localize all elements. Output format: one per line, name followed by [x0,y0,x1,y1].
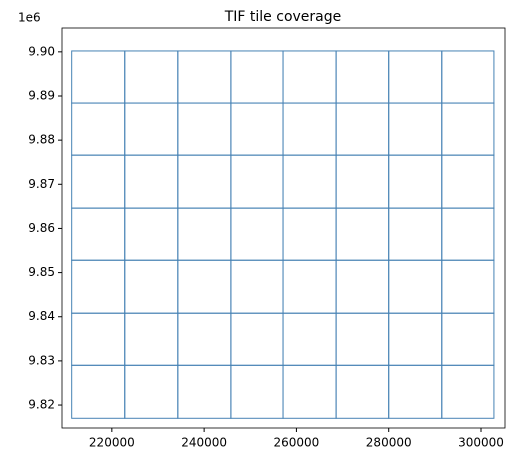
tile [282,259,337,314]
tile [388,102,443,156]
tile [282,50,337,104]
y-tick-label: 9.83 [28,353,55,367]
tile [71,102,126,156]
x-tick-label: 260000 [274,436,320,450]
tile [124,364,179,419]
tile [124,312,179,366]
tile [230,364,284,419]
tile [335,312,390,366]
tile [282,364,337,419]
tile [388,312,443,366]
tile [441,154,495,209]
tile [71,207,126,261]
tile [335,259,390,314]
tile [230,50,284,104]
tile [71,154,126,209]
tile [388,207,443,261]
tile [335,154,390,209]
tile [282,102,337,156]
tile [282,312,337,366]
tile [230,207,284,261]
tile [230,259,284,314]
tile [230,154,284,209]
tile [282,207,337,261]
tile [388,259,443,314]
tile [177,102,232,156]
y-tick-label: 9.86 [28,221,55,235]
x-tick-label: 280000 [366,436,412,450]
tile [71,312,126,366]
tile [230,102,284,156]
y-tick-label: 9.90 [28,44,55,58]
tile [124,50,179,104]
tile [177,50,232,104]
tile [177,259,232,314]
x-tick-label: 300000 [458,436,504,450]
tile [441,364,495,419]
y-tick-label: 9.84 [28,309,55,323]
tile [441,207,495,261]
chart-title: TIF tile coverage [224,9,342,25]
tile [71,364,126,419]
y-tick-label: 9.85 [28,265,55,279]
tile [335,364,390,419]
y-tick-label: 9.82 [28,398,55,412]
tile [124,207,179,261]
x-tick-label: 240000 [181,436,227,450]
tile [441,259,495,314]
tile [441,312,495,366]
tile [71,50,126,104]
tile [441,102,495,156]
tile [177,207,232,261]
x-tick-label: 220000 [89,436,135,450]
y-tick-label: 9.87 [28,177,55,191]
tile [177,312,232,366]
tile [388,154,443,209]
tile [124,154,179,209]
tile [335,102,390,156]
tile [230,312,284,366]
tile [177,364,232,419]
y-tick-label: 9.89 [28,88,55,102]
tile [177,154,232,209]
tile [71,259,126,314]
tile [441,50,495,104]
tile [388,50,443,104]
tile [124,102,179,156]
tile [388,364,443,419]
tile [335,50,390,104]
tile [124,259,179,314]
tile [282,154,337,209]
offset-label: 1e6 [18,11,41,25]
y-tick-label: 9.88 [28,133,55,147]
tile [335,207,390,261]
